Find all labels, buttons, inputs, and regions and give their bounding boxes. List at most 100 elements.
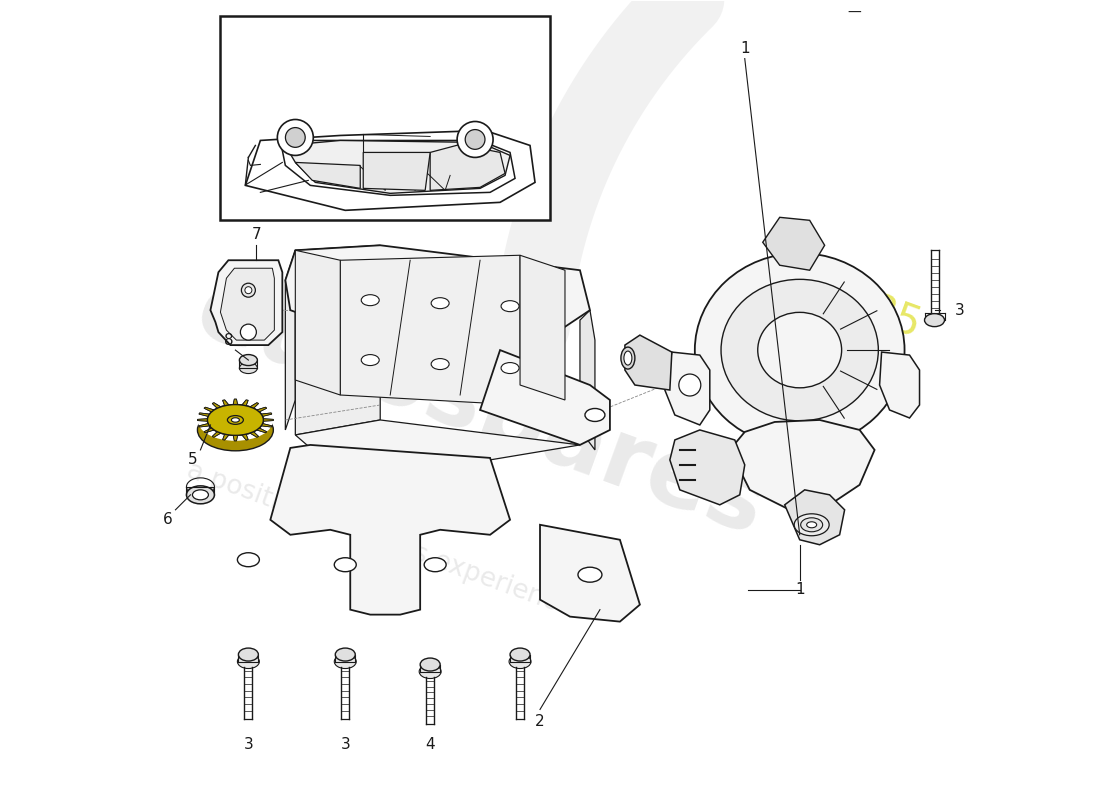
Circle shape	[679, 374, 701, 396]
Polygon shape	[250, 432, 258, 437]
Polygon shape	[212, 402, 221, 408]
Polygon shape	[580, 310, 595, 450]
Polygon shape	[205, 407, 214, 412]
Ellipse shape	[425, 558, 447, 572]
Ellipse shape	[431, 298, 449, 309]
Ellipse shape	[624, 351, 631, 365]
Polygon shape	[295, 162, 360, 188]
Ellipse shape	[334, 654, 356, 669]
Polygon shape	[233, 435, 238, 441]
Polygon shape	[233, 399, 238, 405]
Circle shape	[245, 286, 252, 294]
Ellipse shape	[240, 354, 257, 366]
Text: 7: 7	[252, 226, 261, 242]
Polygon shape	[762, 218, 825, 270]
Polygon shape	[261, 413, 272, 416]
Ellipse shape	[361, 354, 379, 366]
Bar	[510, 654, 530, 662]
Ellipse shape	[208, 405, 263, 435]
Polygon shape	[199, 423, 210, 427]
Ellipse shape	[238, 654, 260, 669]
Ellipse shape	[238, 553, 260, 566]
Text: —: —	[848, 6, 861, 20]
Ellipse shape	[334, 558, 356, 572]
Polygon shape	[430, 145, 505, 190]
Text: 1: 1	[740, 41, 749, 56]
Polygon shape	[212, 402, 221, 408]
Ellipse shape	[192, 490, 208, 500]
Ellipse shape	[720, 279, 878, 421]
Ellipse shape	[228, 415, 243, 424]
Polygon shape	[670, 430, 745, 505]
Polygon shape	[250, 432, 258, 437]
Polygon shape	[625, 335, 672, 390]
Polygon shape	[198, 418, 208, 421]
Circle shape	[465, 130, 485, 150]
Text: a positive car parts experience: a positive car parts experience	[184, 458, 578, 622]
Ellipse shape	[228, 415, 243, 424]
Polygon shape	[520, 255, 565, 400]
Bar	[220, 16, 550, 220]
Ellipse shape	[794, 514, 829, 536]
Polygon shape	[256, 407, 266, 412]
Polygon shape	[205, 428, 214, 433]
Polygon shape	[261, 413, 272, 416]
Polygon shape	[340, 255, 520, 405]
Ellipse shape	[509, 654, 531, 669]
Ellipse shape	[806, 522, 816, 528]
Polygon shape	[256, 407, 266, 412]
Polygon shape	[261, 423, 272, 427]
Polygon shape	[222, 400, 229, 406]
Polygon shape	[285, 246, 590, 335]
Polygon shape	[263, 418, 273, 421]
Ellipse shape	[620, 347, 635, 369]
Polygon shape	[250, 402, 258, 408]
Polygon shape	[285, 250, 295, 430]
Polygon shape	[263, 418, 273, 421]
Polygon shape	[880, 352, 920, 418]
Bar	[239, 654, 258, 662]
Polygon shape	[212, 432, 221, 437]
Ellipse shape	[361, 294, 379, 306]
Ellipse shape	[197, 399, 273, 441]
Polygon shape	[245, 130, 535, 210]
Ellipse shape	[419, 665, 441, 678]
Polygon shape	[205, 428, 214, 433]
Text: 5: 5	[188, 452, 197, 467]
Polygon shape	[242, 400, 249, 406]
Text: 4: 4	[426, 737, 434, 752]
Ellipse shape	[231, 418, 240, 422]
Text: 1985: 1985	[813, 272, 926, 348]
Ellipse shape	[208, 405, 263, 435]
Polygon shape	[729, 420, 875, 510]
Circle shape	[241, 324, 256, 340]
Polygon shape	[242, 434, 249, 440]
Polygon shape	[220, 268, 274, 340]
Polygon shape	[222, 434, 229, 440]
Text: eurospares: eurospares	[184, 265, 777, 555]
Polygon shape	[363, 153, 430, 190]
Polygon shape	[242, 434, 249, 440]
Ellipse shape	[197, 409, 273, 451]
Polygon shape	[205, 407, 214, 412]
Ellipse shape	[924, 314, 945, 326]
Polygon shape	[256, 428, 266, 433]
Ellipse shape	[695, 253, 904, 447]
Polygon shape	[256, 428, 266, 433]
Text: 6: 6	[163, 512, 173, 527]
Polygon shape	[540, 525, 640, 622]
Text: 8: 8	[223, 333, 233, 348]
Polygon shape	[280, 141, 515, 195]
Ellipse shape	[502, 362, 519, 374]
Ellipse shape	[585, 409, 605, 422]
Polygon shape	[480, 350, 609, 445]
Circle shape	[277, 119, 313, 155]
Text: 3: 3	[955, 302, 965, 318]
Text: 2: 2	[536, 714, 544, 729]
Polygon shape	[242, 400, 249, 406]
Ellipse shape	[420, 658, 440, 671]
Polygon shape	[212, 432, 221, 437]
Ellipse shape	[578, 567, 602, 582]
Ellipse shape	[336, 648, 355, 661]
Bar	[336, 654, 355, 662]
